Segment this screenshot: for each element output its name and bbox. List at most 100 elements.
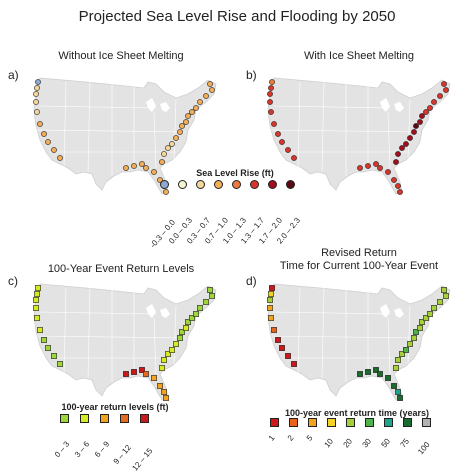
station-marker xyxy=(203,93,209,99)
station-marker xyxy=(35,285,41,291)
legend-swatch xyxy=(196,180,205,189)
station-marker xyxy=(157,383,163,389)
state-border xyxy=(87,81,91,173)
station-marker xyxy=(45,139,51,145)
station-marker xyxy=(431,305,437,311)
legend-tick-label: 9 – 12 xyxy=(111,443,133,466)
station-marker xyxy=(161,151,167,157)
station-marker xyxy=(189,315,195,321)
station-marker xyxy=(391,383,397,389)
state-border xyxy=(387,111,391,169)
station-marker xyxy=(417,119,423,125)
station-marker xyxy=(209,87,215,93)
legend-tick-label: 1 xyxy=(266,433,277,443)
station-marker xyxy=(365,163,371,169)
station-marker xyxy=(37,327,43,333)
station-marker xyxy=(443,87,449,93)
state-border xyxy=(297,81,301,169)
legend-return-time: 1 2 5 10 20 30 50 75 100 xyxy=(266,418,460,456)
state-border xyxy=(39,311,157,315)
station-marker xyxy=(183,119,189,125)
station-marker xyxy=(159,365,165,371)
station-marker xyxy=(271,327,277,333)
legend-swatch xyxy=(422,418,431,427)
station-marker xyxy=(441,287,447,293)
station-marker xyxy=(403,141,409,147)
station-marker xyxy=(443,293,449,299)
station-marker xyxy=(427,311,433,317)
panel-a-title: Without Ice Sheet Melting xyxy=(58,50,184,62)
station-marker xyxy=(385,375,391,381)
station-marker xyxy=(173,135,179,141)
station-marker xyxy=(189,109,195,115)
station-marker xyxy=(275,131,281,137)
panel-c-title: 100-Year Event Return Levels xyxy=(47,263,195,275)
legend-swatch xyxy=(120,414,129,423)
station-marker xyxy=(165,351,171,357)
station-marker xyxy=(417,325,423,331)
station-marker xyxy=(419,113,425,119)
legend-tick-label: 30 xyxy=(360,436,374,450)
station-marker xyxy=(407,135,413,141)
legend-swatch xyxy=(232,180,241,189)
station-marker xyxy=(51,147,57,153)
station-marker xyxy=(413,123,419,129)
station-marker xyxy=(437,93,443,99)
station-marker xyxy=(165,145,171,151)
station-marker xyxy=(37,121,43,127)
legend-tick-label: 0 – 3 xyxy=(52,439,72,460)
state-border xyxy=(87,287,91,379)
station-marker xyxy=(431,99,437,105)
state-border xyxy=(297,287,301,375)
station-marker xyxy=(385,169,391,175)
station-marker xyxy=(34,85,40,91)
station-marker xyxy=(377,165,383,171)
station-marker xyxy=(395,183,401,189)
station-marker xyxy=(41,337,47,343)
station-marker xyxy=(291,155,297,161)
station-marker xyxy=(269,285,275,291)
station-marker xyxy=(391,177,397,183)
station-marker xyxy=(203,299,209,305)
legend-swatch xyxy=(100,414,109,423)
state-border xyxy=(387,317,391,375)
station-marker xyxy=(209,293,215,299)
legend-swatch xyxy=(286,180,295,189)
station-marker xyxy=(197,305,203,311)
legend-swatch xyxy=(308,418,317,427)
legend-swatch xyxy=(160,180,169,189)
panel-d-title: Revised Return Time for Current 100-Year… xyxy=(279,247,439,272)
legend-tick-label: 20 xyxy=(341,436,355,450)
legend-swatch xyxy=(384,418,393,427)
station-marker xyxy=(45,345,51,351)
state-border xyxy=(321,81,325,173)
state-border xyxy=(153,111,157,169)
station-marker xyxy=(57,155,63,161)
state-border xyxy=(35,129,187,133)
state-border xyxy=(407,99,411,159)
station-marker xyxy=(159,159,165,165)
station-marker xyxy=(33,297,39,303)
station-marker xyxy=(34,291,40,297)
station-marker xyxy=(185,113,191,119)
station-marker xyxy=(395,389,401,395)
station-marker xyxy=(179,329,185,335)
legend-swatch xyxy=(289,418,298,427)
station-marker xyxy=(34,109,40,115)
legend-swatch xyxy=(80,414,89,423)
panel-d-map xyxy=(267,283,451,401)
legend-swatch xyxy=(270,418,279,427)
station-marker xyxy=(377,371,383,377)
state-border xyxy=(63,287,67,375)
station-marker xyxy=(268,291,274,297)
station-marker xyxy=(267,305,273,311)
station-marker xyxy=(269,79,275,85)
station-marker xyxy=(423,109,429,115)
legend-swatch xyxy=(60,414,69,423)
station-marker xyxy=(169,347,175,353)
state-border xyxy=(153,317,157,375)
station-marker xyxy=(51,353,57,359)
station-marker xyxy=(123,371,129,377)
station-marker xyxy=(169,141,175,147)
great-lakes xyxy=(146,304,170,318)
